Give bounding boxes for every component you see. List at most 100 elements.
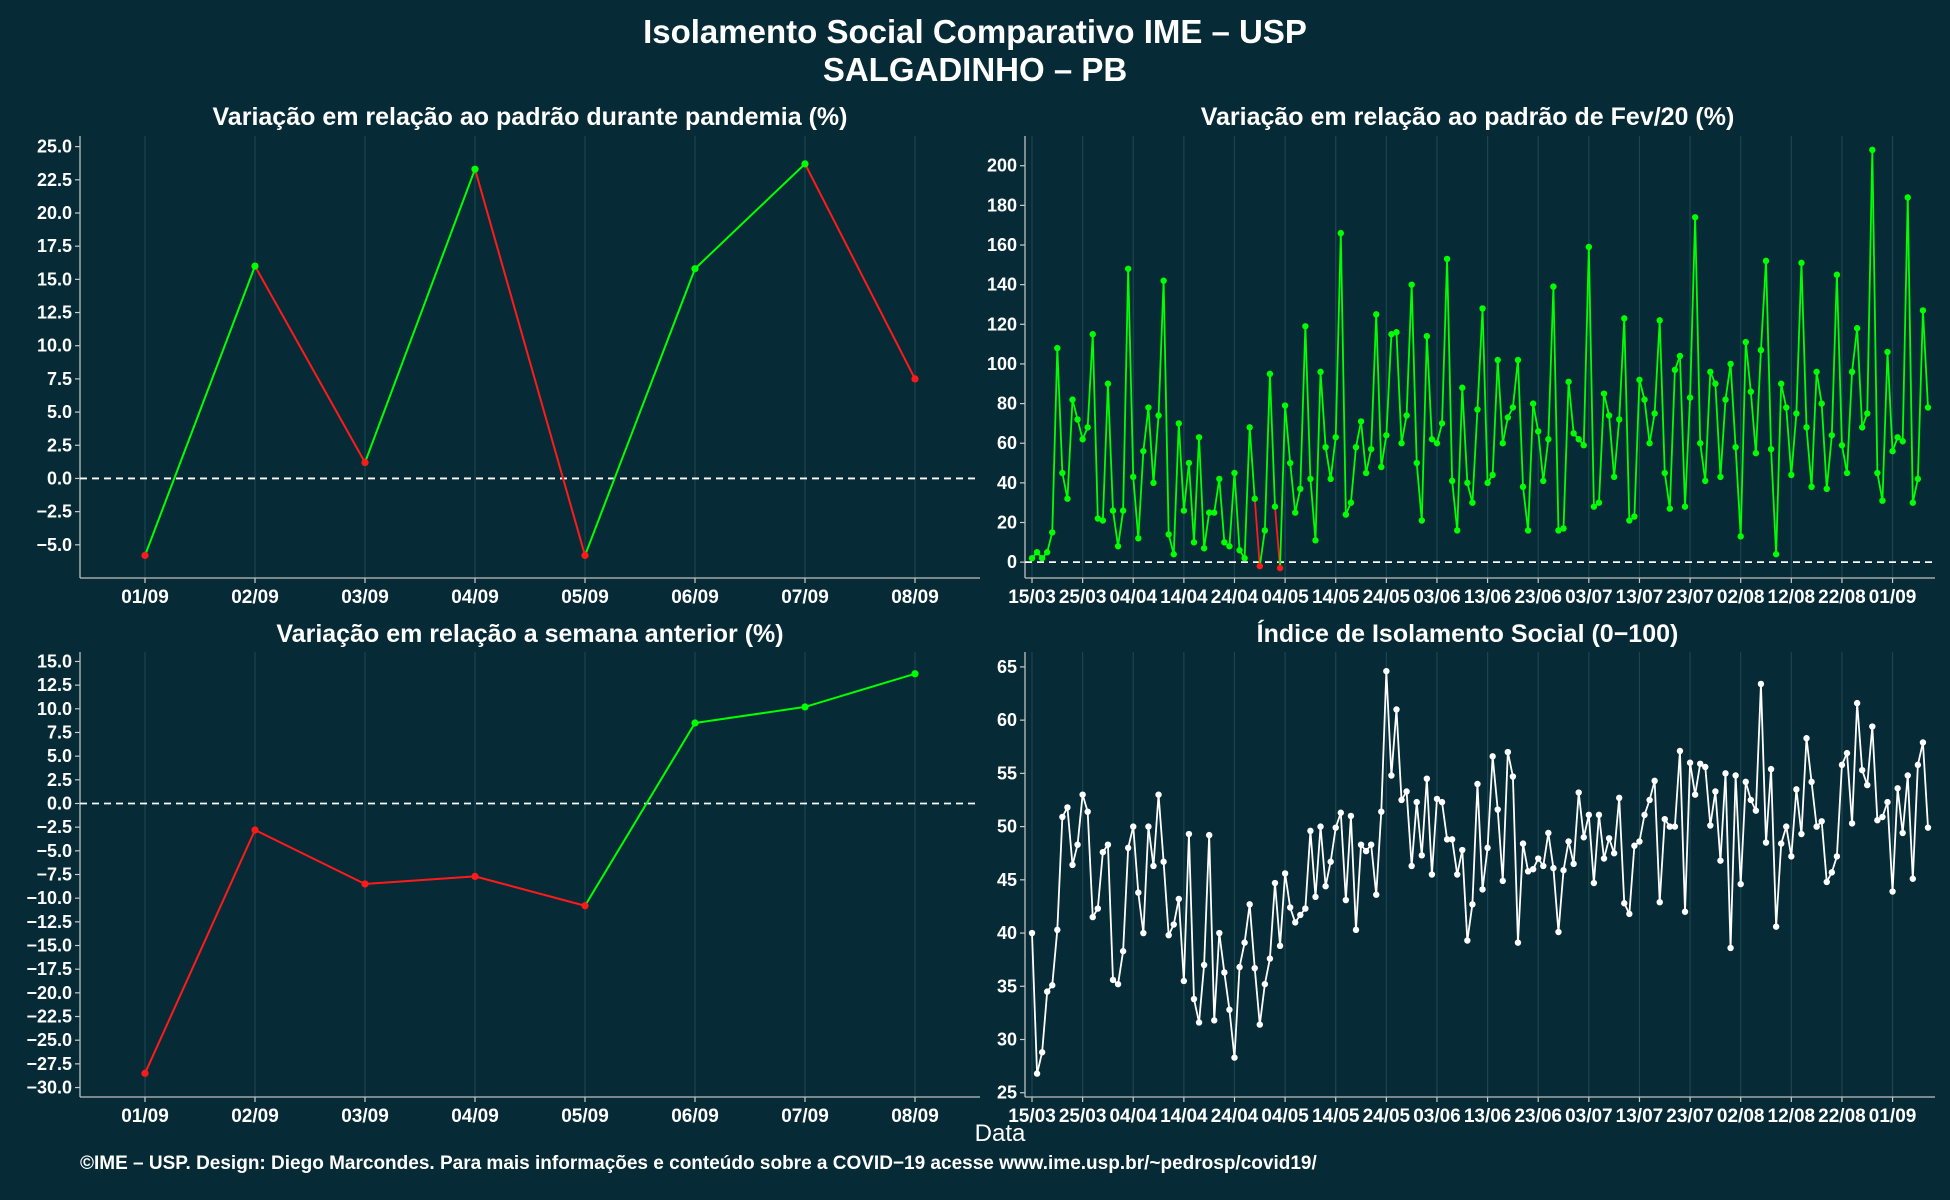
- series-line-segment: [1638, 379, 1646, 400]
- series-line-segment: [1603, 393, 1610, 416]
- data-point: [1879, 497, 1886, 504]
- data-point: [1904, 194, 1911, 201]
- data-point: [1433, 440, 1441, 447]
- data-point: [1155, 412, 1162, 419]
- x-tick-label: 14/05: [1312, 587, 1360, 608]
- series-line-segment: [1886, 351, 1894, 452]
- data-point: [1403, 788, 1410, 795]
- series-line-segment: [1233, 967, 1241, 1058]
- series-line-segment: [1598, 393, 1605, 503]
- series-line-segment: [1370, 844, 1378, 895]
- data-point: [1054, 926, 1061, 934]
- series-line-segment: [1517, 843, 1524, 943]
- data-point: [1697, 760, 1704, 767]
- data-point: [1909, 875, 1917, 882]
- data-point: [1393, 706, 1400, 713]
- data-point: [1266, 370, 1274, 378]
- data-point: [1433, 795, 1441, 803]
- data-point: [1833, 853, 1841, 860]
- series-line-segment: [1658, 320, 1666, 473]
- series-line-segment: [1350, 447, 1357, 503]
- x-tick-label: 08/09: [891, 1106, 939, 1127]
- series-line-segment: [1274, 506, 1281, 569]
- data-point: [1307, 475, 1314, 483]
- data-point: [1469, 901, 1476, 908]
- data-point: [1043, 988, 1051, 995]
- series-line-segment: [1263, 958, 1271, 985]
- series-line-segment: [1263, 373, 1271, 531]
- data-point: [1459, 384, 1466, 391]
- y-tick-label: 5.0: [47, 746, 72, 766]
- series-line-segment: [1795, 789, 1803, 835]
- series-line-segment: [1835, 764, 1843, 857]
- series-line-segment: [804, 163, 916, 380]
- series-line-segment: [584, 268, 696, 556]
- series-line-segment: [1876, 472, 1884, 501]
- series-line-segment: [1785, 826, 1793, 857]
- data-point: [1276, 564, 1284, 572]
- series-line-segment: [1269, 882, 1276, 959]
- data-point: [691, 265, 699, 273]
- series-line-segment: [1734, 775, 1742, 885]
- data-point: [1028, 929, 1036, 937]
- data-point: [1241, 939, 1248, 946]
- data-point: [1170, 551, 1177, 558]
- data-point: [1474, 406, 1481, 413]
- data-point: [1636, 376, 1643, 383]
- data-point: [1853, 699, 1861, 707]
- data-point: [1211, 509, 1218, 516]
- data-point: [1428, 871, 1436, 878]
- series-line-segment: [1841, 445, 1848, 474]
- data-point: [1423, 775, 1431, 782]
- data-point: [1555, 527, 1562, 534]
- series-line-segment: [1456, 849, 1464, 875]
- series-line-segment: [1582, 814, 1590, 838]
- data-point: [1899, 829, 1906, 837]
- data-point: [1580, 834, 1587, 841]
- data-point: [1084, 808, 1091, 815]
- data-point: [1616, 794, 1623, 802]
- data-point: [1281, 870, 1289, 877]
- data-point: [1104, 841, 1112, 848]
- series-line-segment: [1709, 791, 1717, 826]
- data-point: [1924, 404, 1932, 411]
- data-point: [361, 458, 369, 467]
- data-point: [1712, 788, 1719, 795]
- data-point: [1514, 939, 1522, 946]
- x-tick-label: 03/09: [341, 1106, 389, 1127]
- data-point: [1297, 911, 1304, 919]
- data-point: [1737, 533, 1744, 540]
- data-point: [1160, 277, 1167, 284]
- series-line-segment: [1162, 861, 1170, 936]
- plot-area: [1025, 652, 1935, 1097]
- series-line-segment: [1213, 933, 1221, 1021]
- series-line-segment: [1922, 310, 1929, 408]
- x-tick-label: 03/09: [341, 587, 389, 608]
- data-point: [1216, 929, 1223, 937]
- series-line-segment: [1562, 381, 1570, 529]
- data-point: [1676, 747, 1684, 755]
- y-tick-label: 5.0: [47, 402, 72, 422]
- data-point: [1099, 848, 1107, 856]
- y-tick-label: 0.0: [47, 793, 72, 813]
- data-point: [1317, 823, 1324, 830]
- data-point: [1666, 505, 1674, 512]
- data-point: [1231, 469, 1238, 477]
- x-tick-label: 02/09: [231, 1106, 279, 1127]
- data-point: [1914, 761, 1922, 769]
- series-line-segment: [1400, 415, 1408, 444]
- data-point: [691, 719, 699, 727]
- series-line-segment: [1258, 984, 1266, 1025]
- data-point: [1246, 424, 1253, 431]
- data-point: [1185, 459, 1193, 467]
- data-point: [1894, 785, 1901, 792]
- data-point: [1185, 830, 1193, 838]
- series-line-segment: [1228, 1009, 1236, 1058]
- series-line-segment: [1279, 405, 1287, 569]
- y-tick-label: −2.5: [36, 817, 72, 837]
- data-point: [1398, 796, 1405, 804]
- data-point: [1585, 243, 1593, 251]
- data-point: [1084, 424, 1091, 431]
